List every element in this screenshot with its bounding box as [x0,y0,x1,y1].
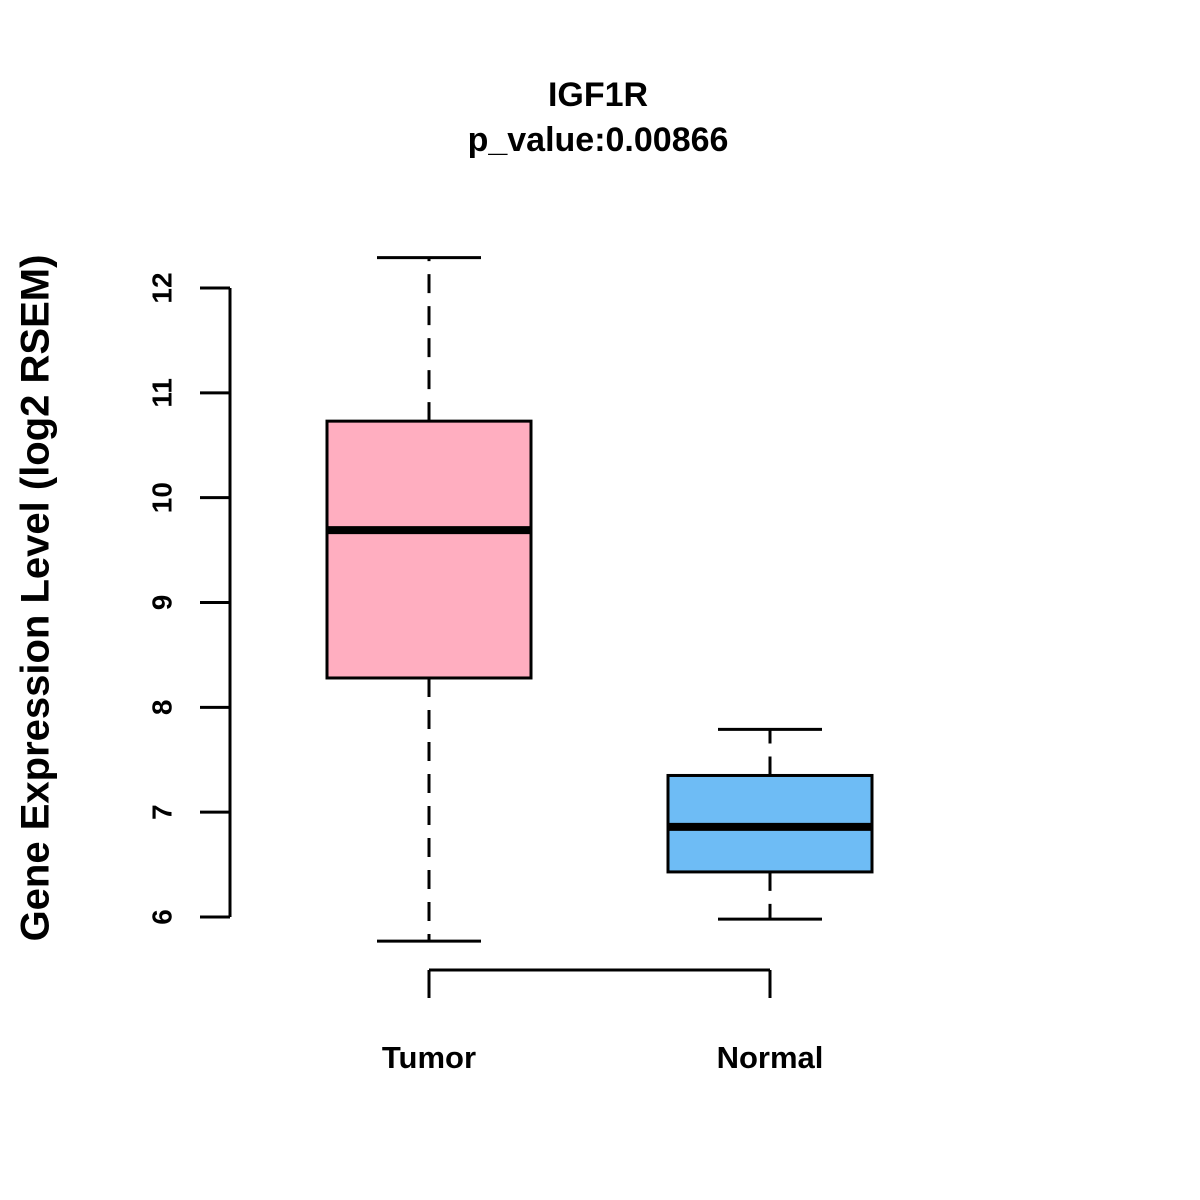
y-tick-label-6: 6 [147,909,178,925]
y-tick-label-10: 10 [147,482,178,513]
y-tick-label-9: 9 [147,595,178,611]
y-tick-label-11: 11 [147,378,178,408]
y-tick-label-7: 7 [147,804,178,820]
y-tick-label-8: 8 [147,700,178,716]
category-label-tumor: Tumor [382,1040,476,1075]
category-label-normal: Normal [717,1040,824,1075]
chart-title: IGF1R [547,76,649,114]
iqr-box-tumor [325,419,533,680]
y-tick-label-12: 12 [147,272,178,303]
chart-subtitle-pvalue: p_value:0.00866 [467,121,729,159]
